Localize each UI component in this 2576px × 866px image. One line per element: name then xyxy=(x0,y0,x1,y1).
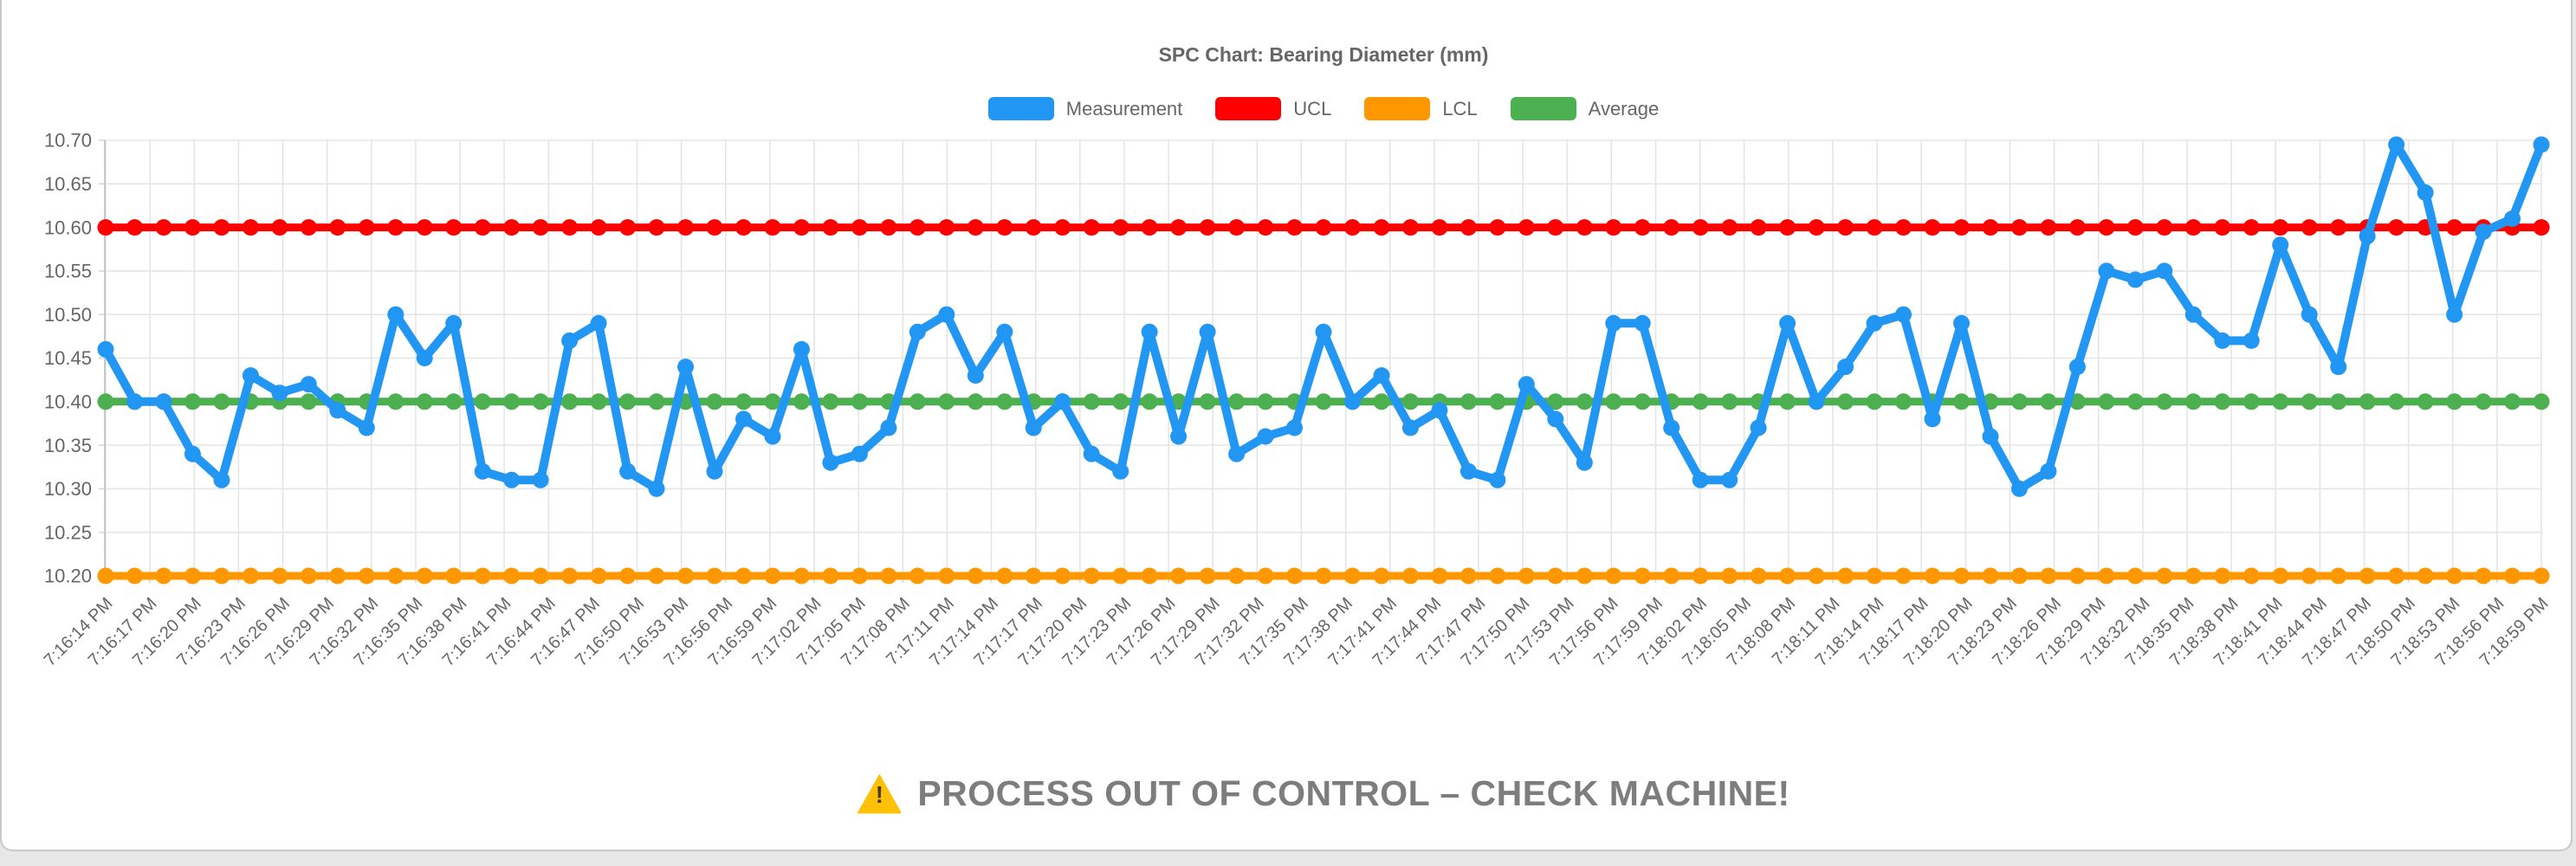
legend-item-ucl[interactable]: UCL xyxy=(1215,97,1331,120)
svg-text:10.70: 10.70 xyxy=(44,130,92,152)
warning-triangle-icon: ! xyxy=(857,773,903,814)
warning-text: PROCESS OUT OF CONTROL – CHECK MACHINE! xyxy=(917,773,1790,813)
svg-text:10.20: 10.20 xyxy=(44,565,92,587)
legend-label: Average xyxy=(1588,97,1660,120)
legend-item-lcl[interactable]: LCL xyxy=(1364,97,1478,120)
svg-text:10.50: 10.50 xyxy=(44,304,92,326)
legend-label: UCL xyxy=(1293,97,1332,120)
legend-item-average[interactable]: Average xyxy=(1510,97,1660,120)
legend-label: LCL xyxy=(1442,97,1478,120)
svg-text:10.25: 10.25 xyxy=(44,521,92,543)
out-of-control-warning: ! PROCESS OUT OF CONTROL – CHECK MACHINE… xyxy=(106,773,2541,814)
svg-text:10.55: 10.55 xyxy=(44,261,92,282)
svg-text:10.35: 10.35 xyxy=(44,435,92,456)
measurement-swatch-icon xyxy=(987,97,1054,120)
ucl-swatch-icon xyxy=(1215,97,1282,120)
lcl-swatch-icon xyxy=(1364,97,1431,120)
svg-text:10.45: 10.45 xyxy=(44,347,92,369)
average-swatch-icon xyxy=(1510,97,1576,120)
legend-label: Measurement xyxy=(1065,97,1183,120)
svg-text:10.30: 10.30 xyxy=(44,478,92,500)
chart-legend: Measurement UCL LCL Average xyxy=(106,97,2541,120)
chart-title: SPC Chart: Bearing Diameter (mm) xyxy=(1158,43,1489,66)
spc-chart: 10.20 10.25 10.30 10.35 10.40 10.45 10.50 10.55… xyxy=(41,130,2553,670)
svg-text:10.40: 10.40 xyxy=(44,391,92,413)
legend-item-measurement[interactable]: Measurement xyxy=(987,97,1183,120)
svg-text:10.60: 10.60 xyxy=(44,216,92,238)
svg-text:10.65: 10.65 xyxy=(44,173,92,195)
